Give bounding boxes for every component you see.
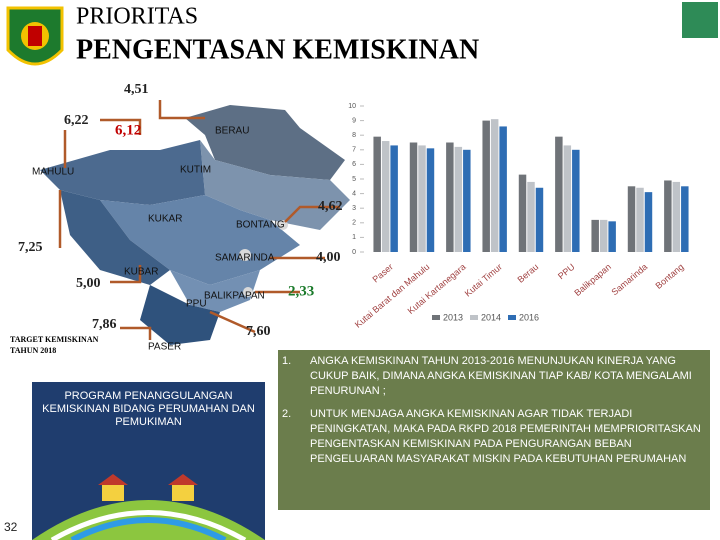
bar <box>527 181 535 252</box>
bar <box>608 221 616 252</box>
map <box>40 105 350 345</box>
y-tick-label: 9 <box>352 117 356 124</box>
bar <box>664 180 672 252</box>
y-tick-label: 3 <box>352 205 356 212</box>
x-tick-label: Samarinda <box>610 262 650 298</box>
region-label: BONTANG <box>236 220 285 231</box>
bar <box>591 219 599 252</box>
map-value: 7,25 <box>18 240 43 255</box>
bar <box>535 187 544 252</box>
y-tick-label: 0 <box>352 249 356 256</box>
y-tick-label: 6 <box>352 161 356 168</box>
y-tick-label: 7 <box>352 147 356 154</box>
bar <box>672 181 681 252</box>
region-label: KUTIM <box>180 165 211 176</box>
legend-label: 2013 <box>443 312 463 322</box>
region-label: MAHULU <box>32 167 74 178</box>
note-item: 2. UNTUK MENJAGA ANGKA KEMISKINAN AGAR TI… <box>282 407 706 467</box>
bar <box>454 146 463 252</box>
x-tick-label: PPU <box>556 262 577 282</box>
bar <box>490 119 499 252</box>
notes-box: 1. ANGKA KEMISKINAN TAHUN 2013-2016 MENUN… <box>278 350 710 510</box>
bar <box>463 149 471 252</box>
legend-swatch <box>508 315 516 320</box>
connector-lines <box>58 100 340 340</box>
bar <box>627 186 636 252</box>
note-number: 1. <box>282 355 292 367</box>
legend-swatch <box>432 315 440 320</box>
region-label: PPU <box>186 299 207 310</box>
y-tick-label: 8 <box>352 132 356 139</box>
bar <box>572 149 580 252</box>
x-tick-label: Paser <box>371 262 395 285</box>
bar <box>446 142 454 252</box>
y-tick-label: 1 <box>352 234 356 241</box>
program-panel: PROGRAM PENANGGULANGAN KEMISKINAN BIDANG… <box>32 382 265 540</box>
note-text: UNTUK MENJAGA ANGKA KEMISKINAN AGAR TIDA… <box>310 408 701 465</box>
logo <box>6 6 64 66</box>
map-value: 4,00 <box>316 250 341 265</box>
map-value: 7,86 <box>92 317 117 332</box>
title-line-1: PRIORITAS <box>76 4 198 30</box>
region-label: PASER <box>148 342 181 353</box>
bar <box>418 145 426 252</box>
bar <box>636 187 644 252</box>
bar <box>381 141 390 252</box>
region-label: KUBAR <box>124 267 158 278</box>
y-tick-label: 10 <box>348 103 356 110</box>
region-label: BALIKPAPAN <box>204 291 265 302</box>
bar <box>426 148 435 252</box>
bar <box>681 186 689 252</box>
x-tick-label: Berau <box>515 262 540 285</box>
bar <box>499 126 507 252</box>
x-tick-label: Bontang <box>654 262 686 291</box>
region-label: KUKAR <box>148 214 182 225</box>
bar <box>599 219 608 252</box>
note-item: 1. ANGKA KEMISKINAN TAHUN 2013-2016 MENUN… <box>282 354 706 399</box>
note-number: 2. <box>282 408 292 420</box>
bar <box>518 174 527 252</box>
map-value: 5,00 <box>76 276 101 291</box>
bar <box>644 192 653 252</box>
bar <box>409 142 418 252</box>
y-tick-label: 2 <box>352 220 356 227</box>
page-number: 32 <box>4 520 18 534</box>
x-tick-label: Kutai Timur <box>463 262 504 299</box>
program-text: PROGRAM PENANGGULANGAN KEMISKINAN BIDANG… <box>42 390 255 428</box>
legend-swatch <box>470 315 478 320</box>
bar <box>555 136 563 252</box>
map-value: 4,62 <box>318 199 343 214</box>
region-label: BERAU <box>215 126 249 137</box>
region-label: SAMARINDA <box>215 253 275 264</box>
title-line-2: PENGENTASAN KEMISKINAN <box>76 34 479 65</box>
legend-label: 2014 <box>481 312 501 322</box>
map-value: 6,22 <box>64 113 89 128</box>
map-value: 6,12 <box>115 122 141 138</box>
bar <box>563 145 572 252</box>
x-tick-label: Balikpapan <box>572 262 613 298</box>
map-value: 7,60 <box>246 324 271 339</box>
bar <box>390 145 398 252</box>
corner-icon <box>682 2 718 38</box>
y-tick-label: 4 <box>352 190 356 197</box>
target-label: TAHUN 2018 <box>10 346 56 355</box>
map-value: 4,51 <box>124 82 149 97</box>
target-label: TARGET KEMISKINAN <box>10 335 99 344</box>
bar <box>482 120 490 252</box>
bar <box>373 136 381 252</box>
y-tick-label: 5 <box>352 176 356 183</box>
map-value: 2,33 <box>288 283 314 299</box>
note-text: ANGKA KEMISKINAN TAHUN 2013-2016 MENUNJU… <box>310 355 692 397</box>
program-illustration <box>32 474 265 540</box>
legend-label: 2016 <box>519 312 539 322</box>
